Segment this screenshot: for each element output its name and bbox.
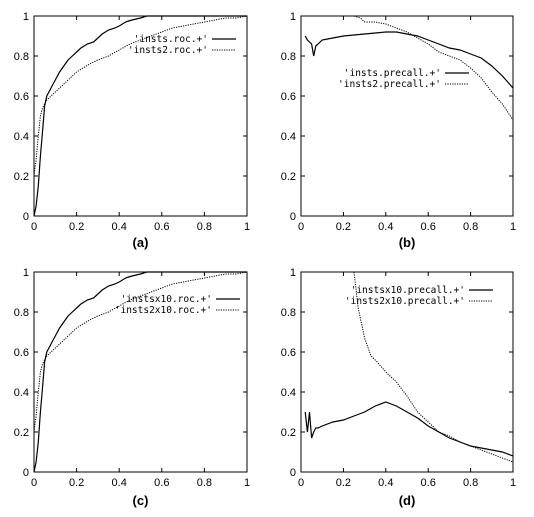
y-tick-label: 0.2 [281, 171, 296, 183]
panel-caption: (b) [399, 235, 416, 250]
legend-label: 'insts.roc.+' [134, 34, 208, 45]
x-tick-label: 0.8 [463, 477, 478, 489]
series-line [33, 15, 247, 217]
y-tick-label: 0 [290, 467, 296, 479]
y-tick-label: 0.8 [14, 51, 29, 63]
x-tick-label: 0.2 [69, 221, 84, 233]
panel-caption: (d) [399, 493, 416, 508]
x-tick-label: 0.4 [112, 477, 127, 489]
y-tick-label: 0.8 [281, 307, 296, 319]
y-tick-label: 0.6 [14, 91, 29, 103]
y-tick-label: 0 [23, 211, 29, 223]
x-tick-label: 0.2 [336, 477, 351, 489]
y-tick-label: 0.4 [14, 387, 29, 399]
y-tick-label: 0.6 [281, 91, 296, 103]
y-tick-label: 1 [23, 267, 29, 279]
x-tick-label: 1 [244, 221, 250, 233]
chart-panel: 0 0.2 0.4 0.6 0.8 1 0 0.2 0.4 0.6 0.8 1 'instsx10.ro… [14, 267, 250, 508]
chart-panel: 0 0.2 0.4 0.6 0.8 1 0 0.2 0.4 0.6 0.8 1 'insts.preca… [281, 11, 516, 250]
y-tick-label: 0.6 [281, 347, 296, 359]
legend-label: 'insts2x10.precall.+' [345, 296, 465, 307]
x-tick-label: 0.8 [463, 221, 478, 233]
x-tick-label: 0.4 [378, 221, 393, 233]
y-tick-label: 0 [23, 467, 29, 479]
y-tick-label: 0.8 [281, 51, 296, 63]
x-tick-label: 1 [244, 477, 250, 489]
x-tick-label: 0.4 [112, 221, 127, 233]
plot-frame [33, 15, 248, 217]
x-tick-label: 0.6 [154, 221, 169, 233]
y-tick-label: 0.2 [14, 427, 29, 439]
legend-label: 'insts2.roc.+' [128, 45, 208, 56]
y-tick-label: 0.4 [14, 131, 29, 143]
series-line [304, 401, 514, 457]
series-line [353, 271, 514, 463]
panel-caption: (a) [133, 235, 149, 250]
y-tick-label: 0.2 [14, 171, 29, 183]
plot-frame [300, 15, 514, 217]
y-tick-label: 0.4 [281, 131, 296, 143]
x-tick-label: 1 [510, 477, 516, 489]
x-tick-label: 0.6 [154, 477, 169, 489]
x-tick-label: 0.8 [197, 221, 212, 233]
x-tick-label: 0.8 [197, 477, 212, 489]
series-line [33, 15, 248, 177]
x-tick-label: 0 [31, 477, 37, 489]
legend-label: 'insts.precall.+' [344, 68, 441, 79]
x-tick-label: 0.6 [421, 477, 436, 489]
legend-label: 'insts2x10.roc.+' [115, 305, 212, 316]
x-tick-label: 0.2 [69, 477, 84, 489]
series-line [304, 31, 514, 89]
y-tick-label: 0.8 [14, 307, 29, 319]
x-tick-label: 0.6 [421, 221, 436, 233]
y-tick-label: 1 [290, 267, 296, 279]
x-tick-label: 0.4 [378, 477, 393, 489]
y-tick-label: 1 [23, 11, 29, 23]
y-tick-label: 1 [290, 11, 296, 23]
y-tick-label: 0.2 [281, 427, 296, 439]
chart-panel: 0 0.2 0.4 0.6 0.8 1 0 0.2 0.4 0.6 0.8 1 'insts.roc.+… [14, 11, 250, 250]
y-tick-label: 0.6 [14, 347, 29, 359]
legend-label: 'instsx10.roc.+' [120, 294, 212, 305]
panel-caption: (c) [133, 493, 149, 508]
series-line [353, 15, 514, 121]
plot-frame [33, 271, 248, 473]
x-tick-label: 0 [298, 221, 304, 233]
x-tick-label: 1 [510, 221, 516, 233]
legend-label: 'insts2.precall.+' [338, 79, 441, 90]
series-line [33, 271, 247, 473]
y-tick-label: 0 [290, 211, 296, 223]
series-line [33, 271, 248, 433]
y-tick-label: 0.4 [281, 387, 296, 399]
plot-frame [300, 271, 514, 473]
legend-label: 'instsx10.precall.+' [351, 285, 465, 296]
x-tick-label: 0 [298, 477, 304, 489]
x-tick-label: 0 [31, 221, 37, 233]
x-tick-label: 0.2 [336, 221, 351, 233]
chart-panel: 0 0.2 0.4 0.6 0.8 1 0 0.2 0.4 0.6 0.8 1 'instsx10.pr… [281, 267, 516, 508]
